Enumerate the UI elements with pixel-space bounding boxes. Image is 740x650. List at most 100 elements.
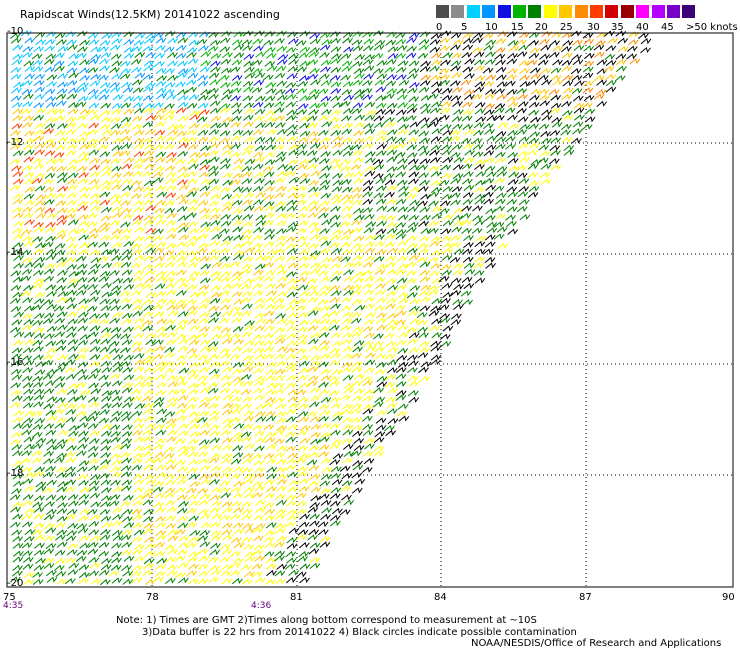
- wind-barb: [365, 311, 376, 319]
- wind-barb: [186, 129, 198, 136]
- wind-barb: [78, 298, 90, 305]
- wind-barb: [242, 80, 254, 88]
- wind-barb: [32, 410, 43, 417]
- wind-barb: [431, 87, 443, 94]
- wind-barb: [288, 298, 300, 306]
- wind-barb: [310, 332, 322, 339]
- wind-barb: [199, 473, 210, 480]
- wind-barb: [219, 103, 231, 110]
- wind-barb: [210, 534, 222, 542]
- wind-barb: [276, 563, 288, 570]
- wind-barb: [121, 303, 133, 310]
- wind-barb: [230, 95, 241, 102]
- wind-barb: [287, 185, 299, 192]
- wind-barb: [89, 198, 101, 206]
- wind-barb: [22, 395, 34, 402]
- wind-barb: [122, 277, 134, 284]
- wind-barb: [219, 479, 231, 487]
- wind-barb: [66, 529, 78, 537]
- wind-barb: [132, 514, 144, 521]
- wind-barb: [56, 214, 68, 221]
- wind-barb: [132, 473, 144, 480]
- wind-barb: [232, 432, 244, 439]
- wind-barb: [286, 514, 298, 521]
- wind-barb: [419, 79, 431, 87]
- wind-barb: [24, 178, 35, 185]
- wind-barb: [77, 317, 88, 324]
- wind-barb: [364, 296, 376, 303]
- wind-barb: [46, 81, 58, 88]
- wind-barb: [450, 95, 462, 102]
- wind-barb: [219, 163, 231, 170]
- wind-barb: [178, 430, 189, 437]
- wind-barb: [152, 339, 164, 346]
- wind-barb: [165, 157, 177, 164]
- wind-barb: [23, 578, 34, 586]
- wind-barb: [187, 451, 199, 458]
- wind-barb: [131, 577, 143, 584]
- wind-barb: [395, 228, 407, 236]
- wind-barb: [176, 241, 188, 248]
- wind-barb: [406, 151, 418, 159]
- wind-barb: [185, 298, 197, 306]
- wind-barb: [189, 256, 201, 263]
- wind-barb: [232, 270, 243, 278]
- wind-barb: [317, 298, 329, 306]
- wind-barb: [143, 557, 155, 565]
- wind-barb: [175, 107, 187, 114]
- wind-barb: [285, 165, 296, 172]
- wind-barb: [101, 557, 112, 565]
- wind-barb: [23, 556, 34, 563]
- wind-barb: [145, 242, 156, 250]
- wind-barb: [231, 115, 242, 122]
- wind-barb: [33, 278, 45, 285]
- wind-barb: [219, 130, 231, 137]
- wind-barb: [175, 388, 187, 395]
- wind-barb: [35, 212, 47, 220]
- wind-barb: [209, 39, 221, 46]
- wind-barb: [143, 150, 155, 157]
- wind-barb: [365, 345, 377, 352]
- wind-barb: [187, 58, 199, 65]
- wind-barb: [143, 402, 154, 409]
- wind-barb: [196, 416, 208, 424]
- wind-barb: [78, 459, 90, 467]
- wind-barb: [133, 185, 144, 193]
- wind-barb: [419, 276, 431, 283]
- wind-barb: [12, 227, 23, 235]
- wind-barb: [384, 121, 396, 128]
- wind-barb: [474, 101, 486, 109]
- wind-barb: [341, 494, 352, 501]
- wind-barb: [34, 122, 46, 130]
- wind-barb: [133, 452, 144, 459]
- wind-barb: [133, 150, 145, 158]
- wind-barb: [362, 94, 373, 101]
- wind-barb: [320, 499, 332, 506]
- wind-barb: [297, 311, 309, 319]
- wind-barb: [11, 431, 22, 438]
- wind-barb: [42, 241, 54, 248]
- wind-barb: [33, 135, 45, 142]
- wind-barb: [121, 248, 133, 256]
- wind-barb: [101, 366, 113, 373]
- wind-barb: [33, 327, 45, 334]
- wind-barb: [178, 423, 190, 430]
- wind-barb: [398, 185, 409, 192]
- wind-barb: [330, 205, 341, 213]
- wind-barb: [375, 185, 387, 192]
- wind-barb: [354, 304, 366, 311]
- wind-barb: [198, 444, 210, 451]
- wind-barb: [275, 241, 286, 248]
- wind-barb: [253, 472, 265, 479]
- wind-barb: [298, 478, 310, 485]
- wind-barb: [222, 172, 234, 179]
- wind-barb: [581, 123, 593, 131]
- wind-barb: [111, 471, 123, 478]
- wind-barb: [77, 361, 89, 368]
- wind-barb: [33, 549, 45, 556]
- wind-barb: [440, 340, 452, 348]
- wind-barb: [395, 66, 407, 74]
- wind-barb: [122, 508, 133, 515]
- wind-barb: [420, 107, 432, 115]
- wind-barb: [231, 408, 242, 415]
